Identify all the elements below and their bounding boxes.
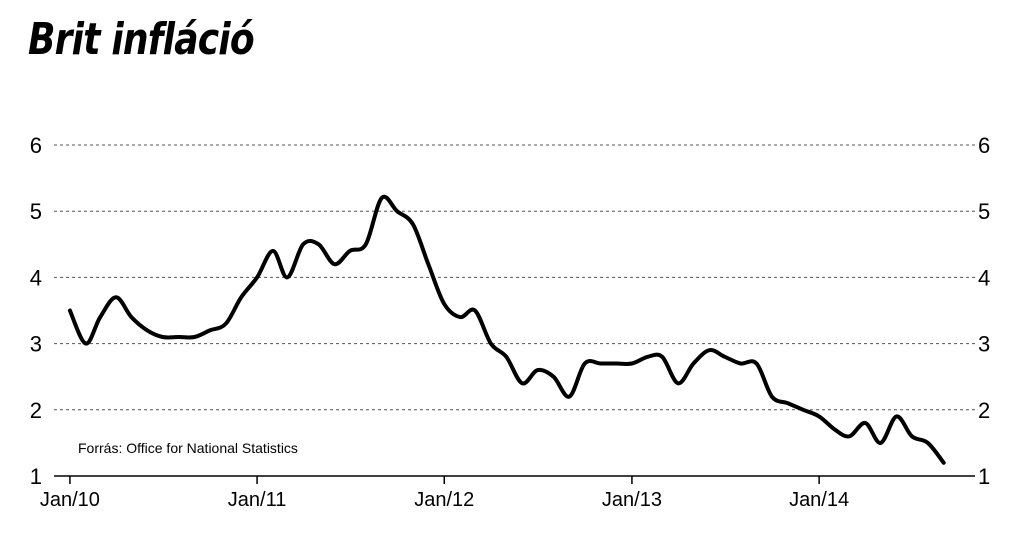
y-tick-label-left: 2 bbox=[30, 398, 42, 423]
series-layer bbox=[67, 194, 946, 465]
y-tick-label-right: 2 bbox=[978, 398, 990, 423]
y-tick-label-left: 3 bbox=[30, 332, 42, 357]
series-line bbox=[67, 194, 946, 465]
x-tick-label: Jan/12 bbox=[414, 489, 474, 511]
y-axis-right: 1 2 3 4 5 6 bbox=[978, 133, 990, 489]
y-tick-label-right: 6 bbox=[978, 133, 990, 158]
x-tick-label: Jan/13 bbox=[602, 489, 662, 511]
x-tick-label: Jan/11 bbox=[228, 489, 287, 511]
y-tick-label-left: 6 bbox=[30, 133, 42, 158]
chart-title: Brit infláció bbox=[28, 14, 255, 65]
y-axis-left: 1 2 3 4 5 6 bbox=[30, 133, 42, 489]
source-note: Forrás: Office for National Statistics bbox=[78, 440, 298, 456]
y-tick-label-left: 4 bbox=[30, 265, 42, 290]
y-tick-label-right: 5 bbox=[978, 199, 990, 224]
x-tick-label: Jan/14 bbox=[789, 489, 849, 511]
y-tick-label-left: 1 bbox=[30, 464, 42, 489]
y-tick-label-right: 1 bbox=[978, 464, 990, 489]
y-tick-label-right: 3 bbox=[978, 332, 990, 357]
y-tick-label-right: 4 bbox=[978, 265, 990, 290]
x-tick-labels: Jan/10 Jan/11 Jan/12 Jan/13 Jan/14 bbox=[40, 476, 849, 511]
x-tick-label: Jan/10 bbox=[40, 489, 100, 511]
y-tick-label-left: 5 bbox=[30, 199, 42, 224]
